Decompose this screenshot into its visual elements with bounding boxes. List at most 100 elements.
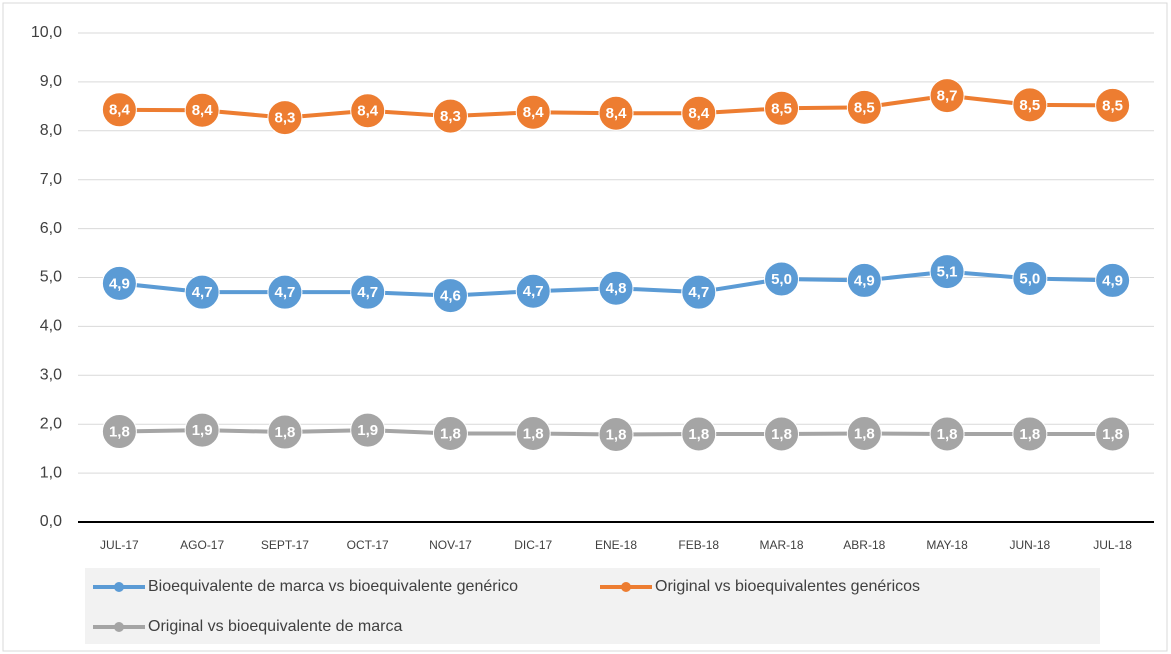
x-tick-label: JUL-18 — [1093, 538, 1132, 552]
data-point — [350, 274, 386, 310]
legend-label: Bioequivalente de marca vs bioequivalent… — [148, 578, 518, 595]
data-label: 1,8 — [274, 424, 295, 441]
data-label: 4,9 — [109, 275, 130, 292]
y-tick-label: 1,0 — [40, 464, 62, 481]
data-label: 4,8 — [606, 280, 627, 297]
data-point — [184, 274, 220, 310]
data-label: 1,8 — [523, 425, 544, 442]
data-label: 8,4 — [523, 104, 545, 121]
legend-marker — [114, 622, 124, 632]
data-point — [515, 273, 551, 309]
y-tick-label: 0,0 — [40, 513, 62, 530]
data-label: 4,7 — [523, 283, 544, 300]
data-point — [432, 98, 468, 134]
data-point — [267, 414, 303, 450]
data-point — [515, 415, 551, 451]
data-point — [681, 274, 717, 310]
data-label: 1,9 — [192, 422, 213, 439]
data-label: 8,3 — [274, 110, 295, 127]
data-label: 4,7 — [357, 284, 378, 301]
data-point — [1012, 260, 1048, 296]
data-label: 1,8 — [109, 424, 130, 441]
x-tick-label: MAY-18 — [926, 538, 968, 552]
x-tick-label: ENE-18 — [595, 538, 637, 552]
x-tick-label: MAR-18 — [760, 538, 804, 552]
data-point — [432, 278, 468, 314]
y-tick-label: 8,0 — [40, 122, 62, 139]
y-tick-label: 10,0 — [31, 24, 62, 41]
data-point — [764, 261, 800, 297]
data-label: 1,8 — [937, 426, 958, 443]
data-label: 8,4 — [109, 102, 131, 119]
data-point — [764, 416, 800, 452]
data-label: 4,7 — [688, 284, 709, 301]
y-tick-label: 6,0 — [40, 220, 62, 237]
data-point — [929, 254, 965, 290]
legend-marker — [114, 582, 124, 592]
data-label: 4,7 — [274, 284, 295, 301]
data-point — [764, 90, 800, 126]
data-point — [846, 89, 882, 125]
legend-box — [85, 568, 1100, 644]
data-label: 1,8 — [771, 426, 792, 443]
data-point — [929, 416, 965, 452]
data-point — [101, 92, 137, 128]
data-label: 8,5 — [1102, 97, 1123, 114]
data-point — [101, 265, 137, 301]
data-point — [681, 416, 717, 452]
legend-marker — [621, 582, 631, 592]
data-label: 8,4 — [192, 102, 214, 119]
data-label: 1,8 — [1102, 426, 1123, 443]
data-point — [1095, 262, 1131, 298]
data-point — [1095, 416, 1131, 452]
data-label: 4,7 — [192, 284, 213, 301]
data-label: 8,4 — [688, 105, 710, 122]
x-tick-label: NOV-17 — [429, 538, 472, 552]
y-tick-label: 9,0 — [40, 73, 62, 90]
data-point — [846, 415, 882, 451]
data-point — [598, 270, 634, 306]
data-point — [101, 414, 137, 450]
x-tick-label: ABR-18 — [843, 538, 885, 552]
data-point — [350, 93, 386, 129]
data-point — [267, 100, 303, 136]
data-label: 8,4 — [357, 103, 379, 120]
data-label: 8,7 — [937, 88, 958, 105]
data-label: 1,8 — [606, 426, 627, 443]
legend-label: Original vs bioequivalente de marca — [148, 618, 402, 635]
data-label: 1,8 — [440, 425, 461, 442]
y-tick-label: 3,0 — [40, 367, 62, 384]
data-label: 8,5 — [1019, 97, 1040, 114]
data-point — [184, 92, 220, 128]
data-point — [350, 412, 386, 448]
y-tick-label: 2,0 — [40, 415, 62, 432]
data-label: 1,9 — [357, 422, 378, 439]
y-tick-label: 4,0 — [40, 318, 62, 335]
y-tick-label: 7,0 — [40, 171, 62, 188]
data-point — [929, 78, 965, 114]
data-label: 1,8 — [1019, 426, 1040, 443]
data-point — [846, 262, 882, 298]
data-point — [681, 95, 717, 131]
data-label: 4,9 — [1102, 272, 1123, 289]
data-label: 5,1 — [937, 264, 958, 281]
data-point — [1012, 87, 1048, 123]
data-point — [1012, 416, 1048, 452]
x-tick-label: FEB-18 — [678, 538, 719, 552]
data-label: 5,0 — [1019, 270, 1040, 287]
data-label: 8,4 — [606, 105, 628, 122]
data-label: 8,5 — [854, 99, 875, 116]
data-point — [598, 416, 634, 452]
y-tick-label: 5,0 — [40, 269, 62, 286]
x-tick-label: JUN-18 — [1010, 538, 1051, 552]
data-label: 4,9 — [854, 272, 875, 289]
x-tick-label: JUL-17 — [100, 538, 139, 552]
data-label: 1,8 — [688, 426, 709, 443]
data-point — [598, 95, 634, 131]
data-label: 8,3 — [440, 108, 461, 125]
data-point — [515, 94, 551, 130]
legend-label: Original vs bioequivalentes genéricos — [655, 578, 920, 595]
x-tick-label: DIC-17 — [514, 538, 552, 552]
data-point — [432, 415, 468, 451]
